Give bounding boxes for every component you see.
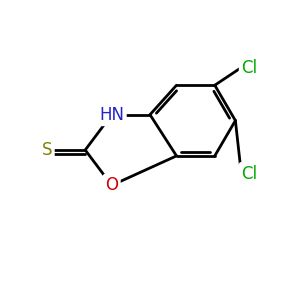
Text: S: S xyxy=(42,141,52,159)
Text: O: O xyxy=(105,176,118,194)
Text: HN: HN xyxy=(99,106,124,124)
Text: Cl: Cl xyxy=(241,58,257,76)
Text: Cl: Cl xyxy=(241,165,257,183)
